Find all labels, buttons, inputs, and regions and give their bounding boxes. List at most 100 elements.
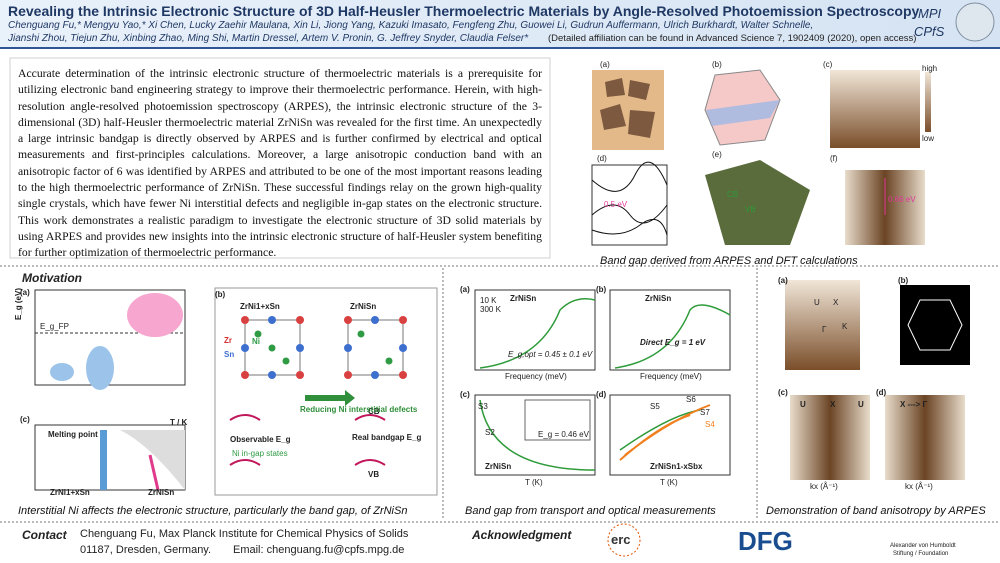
- calc-map: [900, 285, 970, 365]
- figure-label: CB: [727, 190, 739, 199]
- crystals: [600, 78, 655, 138]
- affiliation-note: (Detailed affiliation can be found in Ad…: [548, 33, 917, 44]
- figure-label: kx (Å⁻¹): [905, 482, 933, 491]
- arpes-cut: [790, 395, 870, 480]
- band-edges: [229, 414, 386, 466]
- figure-label: Zr: [224, 336, 232, 345]
- authors: Chenguang Fu,* Mengyu Yao,* Xi Chen, Luc…: [8, 20, 814, 31]
- header-band: [0, 0, 1000, 48]
- email: Email: chenguang.fu@cpfs.mpg.de: [233, 544, 405, 556]
- figure-label: X: [833, 298, 839, 307]
- figure-label: (a): [460, 285, 470, 294]
- figure-label: (a): [20, 288, 30, 297]
- cluster: [50, 363, 74, 381]
- figure-label: E_g (eV): [14, 287, 23, 320]
- cluster: [86, 346, 114, 390]
- figure-label: (e): [712, 150, 722, 159]
- caption: Demonstration of band anisotropy by ARPE…: [766, 505, 986, 517]
- figure-label: Ni: [252, 337, 260, 346]
- figure-label: ZrNiSn1-xSbx: [650, 462, 703, 471]
- figure-label: (b): [215, 290, 226, 299]
- band-lines: [591, 161, 668, 236]
- unit-cells: [241, 316, 407, 379]
- colorbar: [925, 72, 931, 132]
- figure-label: Frequency (meV): [640, 372, 702, 381]
- figure-label: (a): [778, 276, 788, 285]
- figure-label: (c): [460, 390, 470, 399]
- figure-label: X: [830, 400, 836, 409]
- inset: [524, 399, 591, 441]
- figure-label: (c): [823, 60, 833, 69]
- arpes-3d: [705, 160, 810, 245]
- figure-label: S4: [705, 420, 715, 429]
- figure-label: (c): [778, 388, 788, 397]
- figure-label: (b): [596, 285, 607, 294]
- figure-label: (d): [597, 154, 607, 163]
- cluster: [127, 293, 183, 337]
- figure-label: ZrNi1+xSn: [50, 488, 90, 497]
- caption: Band gap derived from ARPES and DFT calc…: [600, 255, 858, 267]
- figure-label: ZrNiSn: [645, 294, 672, 303]
- arrow: [148, 454, 160, 491]
- figure-label: E_g,opt = 0.45 ± 0.1 eV: [508, 350, 593, 359]
- figure-label: VB: [745, 205, 756, 214]
- institute: MPI: [918, 6, 942, 21]
- arpes-cut: [885, 395, 965, 480]
- cut-plane: [706, 100, 780, 126]
- dft-bands: [591, 164, 668, 246]
- data-curves: [619, 404, 711, 461]
- arpes-map: [785, 280, 860, 370]
- figure-label: (f): [830, 154, 838, 163]
- figure-label: Ni in-gap states: [232, 449, 288, 458]
- figure-label: (b): [898, 276, 909, 285]
- figure-label: high: [922, 64, 938, 73]
- figure-label: S5: [650, 402, 660, 411]
- logo: erc: [611, 532, 631, 547]
- figure-label: X ---> Γ: [900, 400, 928, 409]
- figure-label: S6: [686, 395, 696, 404]
- logo: DFG: [738, 526, 793, 556]
- figure-label: E_g_FP: [40, 322, 69, 331]
- acknowledgment-label: Acknowledgment: [472, 528, 572, 542]
- erc-logo: [607, 523, 641, 557]
- figure-label: VB: [368, 470, 380, 479]
- transport-plots: [474, 289, 731, 476]
- arrow: [305, 390, 355, 406]
- contact-label: Contact: [22, 528, 67, 542]
- caption: Interstitial Ni affects the electronic s…: [18, 505, 408, 517]
- figure-label: Direct E_g = 1 eV: [640, 338, 706, 347]
- data-curves: [479, 298, 731, 471]
- figure-label: S7: [700, 408, 710, 417]
- figure-label: U: [814, 298, 820, 307]
- figure-label: Observable E_g: [230, 435, 291, 444]
- figure-label: U: [858, 400, 864, 409]
- figure-label: ZrNiSn: [510, 294, 537, 303]
- authors: Jianshi Zhou, Tiejun Zhu, Xinbing Zhao, …: [8, 33, 529, 44]
- figure-label: ZrNiSn: [148, 488, 175, 497]
- figure-label: Reducing Ni interstitial defects: [300, 405, 418, 414]
- abstract-box: [9, 57, 551, 259]
- arrow: [100, 430, 107, 490]
- figure-label: Frequency (meV): [505, 372, 567, 381]
- hexagon: [907, 299, 963, 351]
- figure-label: E_g = 0.46 eV: [538, 430, 589, 439]
- figure-label: Sn: [224, 350, 235, 359]
- figure-label: S2: [485, 428, 495, 437]
- figure-label: Γ: [822, 325, 827, 334]
- figure-label: kx (Å⁻¹): [810, 482, 838, 491]
- figure-label: CB: [368, 407, 380, 416]
- abstract: Accurate determination of the intrinsic …: [18, 67, 542, 260]
- figure-label: Real bandgap E_g: [352, 433, 422, 442]
- figure-label: (d): [876, 388, 887, 397]
- contact: Chenguang Fu, Max Planck Institute for C…: [80, 528, 409, 540]
- logo: Stiftung / Foundation: [893, 551, 949, 557]
- figure-label: Melting point: [48, 430, 98, 439]
- figure-label: ZrNiSn: [485, 462, 512, 471]
- institute: CPfS: [914, 24, 945, 39]
- figure-label: (d): [596, 390, 607, 399]
- figure-label: (b): [712, 60, 722, 69]
- title: Revealing the Intrinsic Electronic Struc…: [8, 3, 920, 19]
- figure-label: (a): [600, 60, 610, 69]
